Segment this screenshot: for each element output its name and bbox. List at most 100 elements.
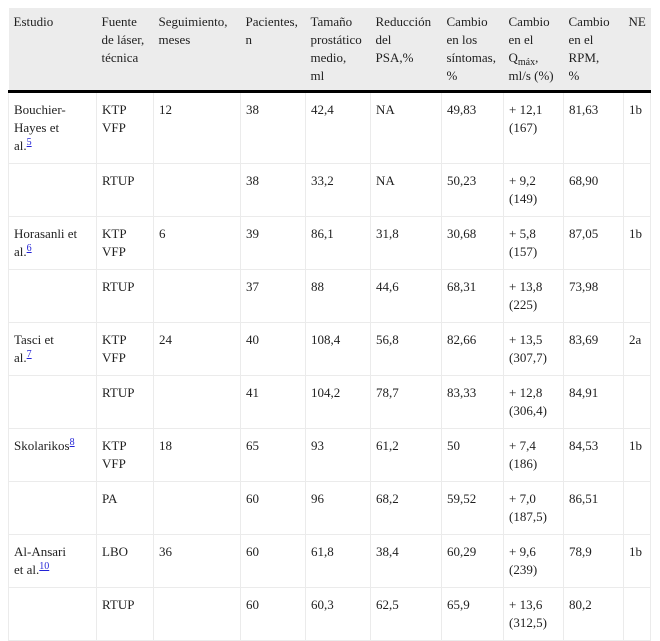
cell-study [8,375,97,429]
table-row: Skolarikos8 KTP VFP 18 65 93 61,2 50 + 7… [8,428,651,482]
cell-study: Horasanli et al.6 [8,216,97,270]
cell-symptom-change: 82,66 [441,322,504,376]
cell-technique: KTP VFP [96,428,154,482]
table-row: Bouchier- Hayes et al.5 KTP VFP 12 38 42… [8,91,651,164]
col-header-cambio-rpm: Cambio en el RPM, % [563,8,624,93]
reference-link[interactable]: 5 [26,137,32,148]
table-row: RTUP 60 60,3 62,5 65,9 + 13,6 (312,5) 80… [8,587,651,641]
table-row: Al-Ansari et al.10 LBO 36 60 61,8 38,4 6… [8,534,651,588]
cell-symptom-change: 50,23 [441,163,504,217]
cell-psa-reduction: 68,2 [370,481,442,535]
cell-prostate-size: 104,2 [305,375,371,429]
cell-prostate-size: 88 [305,269,371,323]
cell-qmax-change: + 13,5 (307,7) [503,322,564,376]
cell-technique: RTUP [96,587,154,641]
cell-ne: 1b [623,91,651,164]
cell-study: Bouchier- Hayes et al.5 [8,91,97,164]
col-header-reduccion-psa: Reducción del PSA,% [370,8,442,93]
cell-study [8,481,97,535]
col-header-cambio-sintomas: Cambio en los síntomas, % [441,8,504,93]
reference-link[interactable]: 10 [39,561,50,572]
study-name: Skolarikos [14,438,70,453]
cell-rpm-change: 86,51 [563,481,624,535]
qmax-subscript: máx [517,57,536,68]
cell-ne: 1b [623,216,651,270]
cell-ne [623,375,651,429]
cell-qmax-change: + 12,1 (167) [503,91,564,164]
cell-rpm-change: 73,98 [563,269,624,323]
cell-psa-reduction: 62,5 [370,587,442,641]
col-header-ne: NE [623,8,651,93]
cell-prostate-size: 33,2 [305,163,371,217]
cell-prostate-size: 61,8 [305,534,371,588]
cell-qmax-change: + 5,8 (157) [503,216,564,270]
table-row: RTUP 37 88 44,6 68,31 + 13,8 (225) 73,98 [8,269,651,323]
cell-qmax-change: + 9,6 (239) [503,534,564,588]
cell-followup: 18 [153,428,241,482]
cell-followup: 12 [153,91,241,164]
cell-study [8,163,97,217]
cell-followup [153,587,241,641]
study-name: Bouchier- Hayes et al. [14,102,66,153]
cell-patients: 60 [240,481,306,535]
cell-patients: 39 [240,216,306,270]
cell-patients: 37 [240,269,306,323]
cell-prostate-size: 96 [305,481,371,535]
cell-symptom-change: 60,29 [441,534,504,588]
cell-qmax-change: + 7,0 (187,5) [503,481,564,535]
cell-ne: 1b [623,534,651,588]
cell-qmax-change: + 12,8 (306,4) [503,375,564,429]
cell-technique: LBO [96,534,154,588]
cell-study [8,587,97,641]
reference-link[interactable]: 7 [26,349,32,360]
cell-followup [153,481,241,535]
cell-rpm-change: 78,9 [563,534,624,588]
col-header-cambio-qmax: Cambio en el Qmáx, ml/s (%) [503,8,564,93]
reference-link[interactable]: 6 [26,243,32,254]
cell-psa-reduction: NA [370,163,442,217]
cell-study: Al-Ansari et al.10 [8,534,97,588]
col-header-seguimiento: Seguimiento, meses [153,8,241,93]
cell-study: Tasci et al.7 [8,322,97,376]
cell-technique: KTP VFP [96,216,154,270]
cell-symptom-change: 83,33 [441,375,504,429]
table-row: RTUP 41 104,2 78,7 83,33 + 12,8 (306,4) … [8,375,651,429]
table-row: RTUP 38 33,2 NA 50,23 + 9,2 (149) 68,90 [8,163,651,217]
cell-symptom-change: 68,31 [441,269,504,323]
cell-technique: KTP VFP [96,91,154,164]
table-row: Horasanli et al.6 KTP VFP 6 39 86,1 31,8… [8,216,651,270]
reference-link[interactable]: 8 [69,437,75,448]
table-row: PA 60 96 68,2 59,52 + 7,0 (187,5) 86,51 [8,481,651,535]
cell-followup: 24 [153,322,241,376]
cell-symptom-change: 30,68 [441,216,504,270]
qmax-label-suffix: , ml/s (%) [508,50,554,83]
cell-patients: 38 [240,91,306,164]
cell-ne [623,587,651,641]
cell-patients: 40 [240,322,306,376]
page: Estudio Fuente de láser, técnica Seguimi… [8,8,651,641]
cell-psa-reduction: 61,2 [370,428,442,482]
cell-qmax-change: + 13,6 (312,5) [503,587,564,641]
cell-technique: PA [96,481,154,535]
qmax-label-prefix: Cambio en el Q [508,14,550,65]
study-name: Horasanli et al. [14,226,78,259]
cell-ne: 1b [623,428,651,482]
cell-rpm-change: 84,53 [563,428,624,482]
col-header-fuente-laser: Fuente de láser, técnica [96,8,154,93]
cell-qmax-change: + 13,8 (225) [503,269,564,323]
cell-qmax-change: + 7,4 (186) [503,428,564,482]
cell-study: Skolarikos8 [8,428,97,482]
col-header-pacientes: Pacientes, n [240,8,306,93]
cell-psa-reduction: 78,7 [370,375,442,429]
table-body: Bouchier- Hayes et al.5 KTP VFP 12 38 42… [8,91,651,641]
cell-ne: 2a [623,322,651,376]
cell-symptom-change: 59,52 [441,481,504,535]
table-header: Estudio Fuente de láser, técnica Seguimi… [8,8,651,93]
cell-followup: 36 [153,534,241,588]
cell-patients: 38 [240,163,306,217]
cell-psa-reduction: 56,8 [370,322,442,376]
cell-patients: 60 [240,587,306,641]
cell-ne [623,481,651,535]
cell-study [8,269,97,323]
cell-symptom-change: 49,83 [441,91,504,164]
